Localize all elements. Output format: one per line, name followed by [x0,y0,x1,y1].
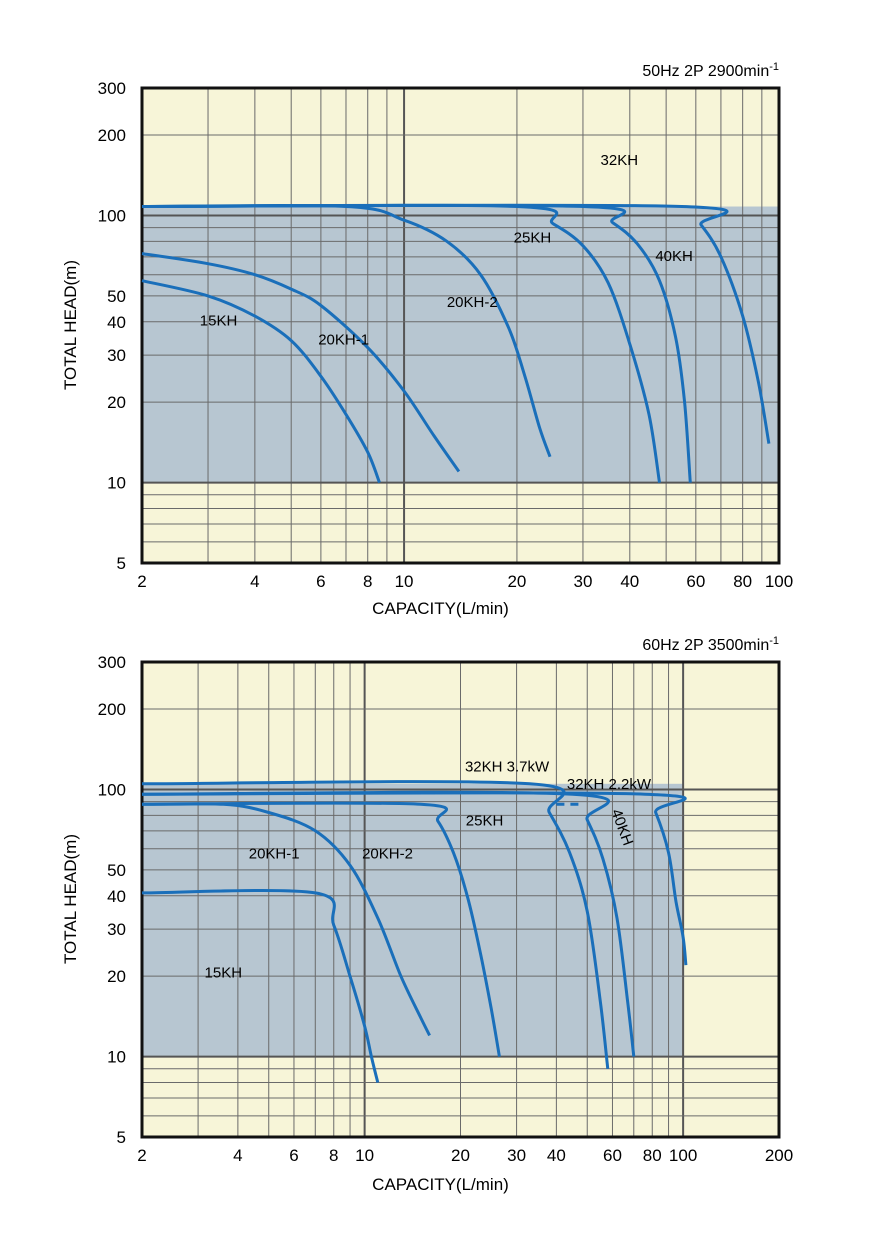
x-tick-label: 60 [686,572,705,591]
x-tick-label: 10 [395,572,414,591]
y-tick-label: 20 [107,967,126,986]
y-tick-label: 50 [107,861,126,880]
x-tick-label: 80 [643,1146,662,1165]
x-tick-label: 20 [507,572,526,591]
y-tick-label: 200 [98,126,126,145]
series-line-25kh [141,780,610,1069]
series-label-32kh: 32KH [601,152,639,169]
x-tick-label: 100 [765,572,793,591]
y-tick-label: 200 [98,700,126,719]
x-tick-label: 30 [573,572,592,591]
x-axis-label: CAPACITY(L/min) [372,599,509,618]
x-tick-label: 2 [137,572,146,591]
y-axis-label: TOTAL HEAD(m) [61,260,80,390]
y-tick-label: 30 [107,920,126,939]
x-tick-label: 2 [137,1146,146,1165]
series-line-15kh [141,889,380,1083]
series-label-15kh: 15KH [205,964,243,981]
x-tick-label: 100 [669,1146,697,1165]
series-label-32kh-3-7kw: 32KH 3.7kW [465,758,550,775]
chart-title: 50Hz 2P 2900min-1 [642,61,779,80]
y-tick-label: 30 [107,346,126,365]
series-line-20kh-2 [141,801,501,1057]
y-tick-label: 300 [98,79,126,98]
series-line-20kh-1 [141,252,461,473]
chart-60hz: 15KH 20KH-1 20KH-2 25KH 32KH 3.7kW 32KH 2.2kW… [61,635,793,1194]
series-line-40kh [141,791,688,966]
y-axis-label: TOTAL HEAD(m) [61,834,80,964]
y-tick-label: 10 [107,1048,126,1067]
x-tick-label: 40 [620,572,639,591]
series-group [141,203,771,484]
series-label-20kh-1: 20KH-1 [249,846,300,863]
y-tick-label: 20 [107,393,126,412]
x-tick-label: 8 [363,572,372,591]
x-tick-label: 60 [603,1146,622,1165]
x-tick-label: 4 [233,1146,242,1165]
y-tick-label: 300 [98,653,126,672]
x-tick-label: 30 [507,1146,526,1165]
series-line-15kh [141,279,381,484]
series-label-25kh: 25KH [514,229,552,246]
grid [141,661,780,1138]
series-label-20kh-1: 20KH-1 [318,332,369,349]
series-label-25kh: 25KH [466,812,504,829]
y-tick-label: 100 [98,780,126,799]
x-tick-label: 20 [451,1146,470,1165]
y-tick-label: 100 [98,206,126,225]
series-label-20kh-2: 20KH-2 [447,294,498,311]
series-label-32kh-2-2kw: 32KH 2.2kW [567,776,652,793]
x-tick-label: 6 [316,572,325,591]
plot-frame [140,86,781,565]
y-tick-label: 40 [107,313,126,332]
x-axis-label: CAPACITY(L/min) [372,1175,509,1194]
series-label-40kh: 40KH [655,248,693,265]
y-tick-label: 5 [117,554,126,573]
x-tick-label: 40 [547,1146,566,1165]
chart-50hz: 15KH 20KH-1 20KH-2 25KH 32KH 40KH 2 4 6 8 10 20 30 40… [61,61,793,618]
chart-title: 60Hz 2P 3500min-1 [642,635,779,654]
y-tick-label: 50 [107,287,126,306]
y-tick-label: 5 [117,1128,126,1147]
plot-frame [140,660,781,1139]
series-group [141,780,688,1083]
x-tick-label: 8 [329,1146,338,1165]
x-tick-label: 200 [765,1146,793,1165]
series-label-20kh-2: 20KH-2 [362,846,413,863]
x-tick-label: 4 [250,572,259,591]
x-tick-label: 80 [733,572,752,591]
y-tick-label: 40 [107,887,126,906]
series-label-15kh: 15KH [200,313,238,330]
y-tick-label: 10 [107,474,126,493]
x-tick-label: 6 [289,1146,298,1165]
series-line-40kh [141,203,771,444]
x-tick-label: 10 [355,1146,374,1165]
